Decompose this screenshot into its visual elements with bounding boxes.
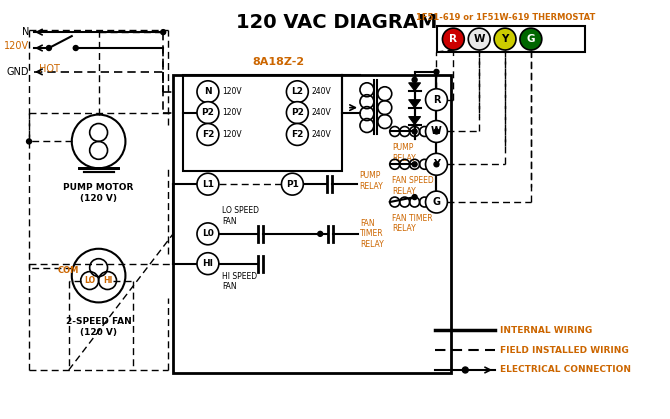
- Circle shape: [286, 102, 308, 124]
- Circle shape: [412, 194, 417, 199]
- Circle shape: [468, 28, 490, 50]
- Bar: [438, 26, 584, 52]
- Text: 120V: 120V: [4, 41, 29, 51]
- Text: 240V: 240V: [312, 108, 331, 117]
- Circle shape: [412, 78, 417, 82]
- Circle shape: [197, 173, 219, 195]
- Circle shape: [318, 231, 323, 236]
- Text: G: G: [432, 197, 440, 207]
- Circle shape: [197, 102, 219, 124]
- Circle shape: [434, 70, 439, 74]
- Circle shape: [425, 153, 448, 175]
- Text: 1F51-619 or 1F51W-619 THERMOSTAT: 1F51-619 or 1F51W-619 THERMOSTAT: [416, 13, 596, 22]
- Circle shape: [46, 46, 52, 51]
- Text: G: G: [527, 34, 535, 44]
- Text: P2: P2: [202, 108, 214, 117]
- Text: 120V: 120V: [222, 108, 241, 117]
- Text: PUMP
RELAY: PUMP RELAY: [359, 171, 383, 191]
- Text: F2: F2: [291, 130, 304, 139]
- Text: ELECTRICAL CONNECTION: ELECTRICAL CONNECTION: [500, 365, 631, 375]
- Circle shape: [494, 28, 516, 50]
- Text: HOT: HOT: [39, 64, 60, 74]
- Text: HI: HI: [202, 259, 214, 268]
- Text: N: N: [21, 27, 29, 37]
- Circle shape: [425, 89, 448, 111]
- Text: W: W: [474, 34, 485, 44]
- Circle shape: [434, 129, 439, 134]
- Circle shape: [197, 253, 219, 274]
- Text: PUMP MOTOR
(120 V): PUMP MOTOR (120 V): [64, 183, 134, 203]
- Text: L1: L1: [202, 180, 214, 189]
- Polygon shape: [409, 116, 421, 124]
- Circle shape: [425, 191, 448, 213]
- Circle shape: [73, 46, 78, 51]
- Text: 240V: 240V: [312, 130, 331, 139]
- Circle shape: [197, 124, 219, 145]
- Circle shape: [520, 28, 542, 50]
- Bar: [183, 75, 342, 171]
- Circle shape: [197, 223, 219, 245]
- Bar: [173, 75, 452, 373]
- Circle shape: [434, 162, 439, 167]
- Circle shape: [286, 124, 308, 145]
- Text: R: R: [433, 95, 440, 105]
- Text: 120 VAC DIAGRAM: 120 VAC DIAGRAM: [237, 13, 438, 32]
- Text: LO SPEED
FAN: LO SPEED FAN: [222, 207, 259, 226]
- Circle shape: [425, 121, 448, 142]
- Text: Y: Y: [501, 34, 509, 44]
- Text: R: R: [450, 34, 458, 44]
- Text: HI SPEED
FAN: HI SPEED FAN: [222, 272, 257, 291]
- Text: 8A18Z-2: 8A18Z-2: [253, 57, 305, 67]
- Text: LO: LO: [84, 276, 95, 285]
- Text: 240V: 240V: [312, 87, 331, 96]
- Text: 2-SPEED FAN
(120 V): 2-SPEED FAN (120 V): [66, 317, 131, 337]
- Text: L2: L2: [291, 87, 304, 96]
- Text: P2: P2: [291, 108, 304, 117]
- Text: W: W: [431, 127, 442, 137]
- Polygon shape: [409, 83, 421, 91]
- Text: FAN SPEED
RELAY: FAN SPEED RELAY: [392, 176, 433, 196]
- Text: L0: L0: [202, 229, 214, 238]
- Text: GND: GND: [7, 67, 29, 77]
- Circle shape: [27, 139, 31, 144]
- Text: FAN
TIMER
RELAY: FAN TIMER RELAY: [360, 219, 384, 249]
- Text: INTERNAL WIRING: INTERNAL WIRING: [500, 326, 592, 335]
- Text: Y: Y: [433, 159, 440, 169]
- Circle shape: [161, 30, 165, 35]
- Text: FIELD INSTALLED WIRING: FIELD INSTALLED WIRING: [500, 346, 629, 354]
- Circle shape: [462, 367, 468, 373]
- Circle shape: [412, 129, 417, 134]
- Text: HI: HI: [103, 276, 113, 285]
- Circle shape: [197, 81, 219, 103]
- Text: 120V: 120V: [222, 130, 241, 139]
- Text: N: N: [204, 87, 212, 96]
- Circle shape: [281, 173, 304, 195]
- Text: PUMP
RELAY: PUMP RELAY: [392, 143, 415, 163]
- Text: P1: P1: [286, 180, 299, 189]
- Text: FAN TIMER
RELAY: FAN TIMER RELAY: [392, 214, 432, 233]
- Text: 120V: 120V: [222, 87, 241, 96]
- Text: COM: COM: [58, 266, 80, 275]
- Text: F2: F2: [202, 130, 214, 139]
- Polygon shape: [409, 100, 421, 108]
- Circle shape: [286, 81, 308, 103]
- Circle shape: [442, 28, 464, 50]
- Circle shape: [412, 162, 417, 167]
